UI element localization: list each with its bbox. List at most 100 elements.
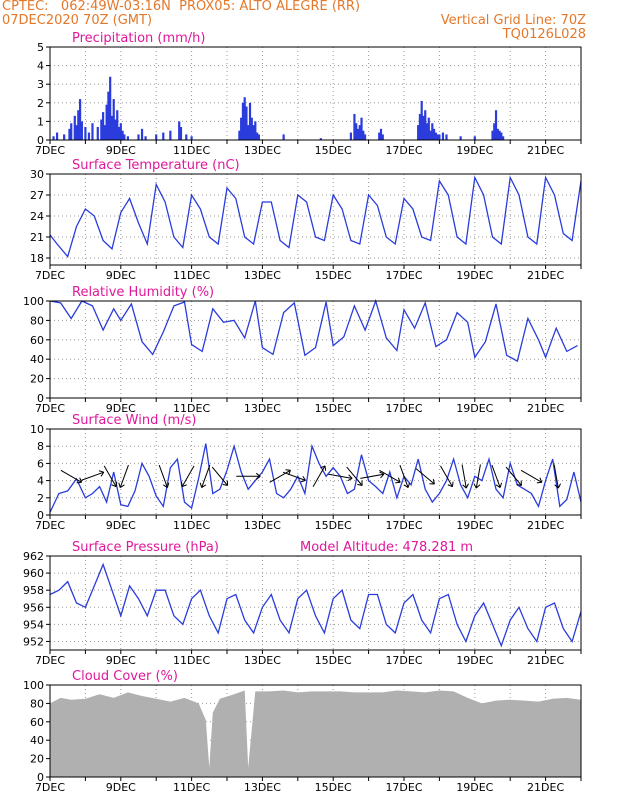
- y-tick-label: 18: [30, 252, 44, 265]
- precip-bar: [114, 119, 117, 140]
- x-tick-label: 19DEC: [456, 519, 493, 532]
- y-tick-label: 20: [30, 753, 44, 766]
- precip-bar: [155, 134, 158, 140]
- wind-arrow: [399, 464, 409, 488]
- wind-arrow-head: [554, 484, 559, 489]
- x-tick-label: 19DEC: [456, 654, 493, 667]
- precip-bar: [360, 117, 363, 140]
- panel-title: Surface Temperature (nC): [72, 158, 240, 173]
- precip-bar: [358, 125, 361, 140]
- y-tick-label: 4: [37, 475, 44, 488]
- x-tick-label: 15DEC: [315, 402, 352, 415]
- precip-bar: [68, 128, 71, 140]
- y-tick-label: 20: [30, 373, 44, 386]
- x-tick-label: 13DEC: [244, 781, 281, 794]
- precip-bar: [103, 125, 106, 140]
- x-tick-label: 17DEC: [385, 269, 422, 282]
- precip-bar: [438, 134, 441, 140]
- wind-arrow: [201, 464, 211, 488]
- precip-bar: [140, 128, 144, 140]
- y-tick-label: 960: [23, 567, 44, 580]
- x-tick-label: 9DEC: [106, 402, 136, 415]
- x-tick-label: 9DEC: [106, 654, 136, 667]
- precip-bar: [349, 132, 352, 140]
- wind-arrow-head: [403, 484, 409, 488]
- x-tick-label: 9DEC: [106, 269, 136, 282]
- panel-frame: [49, 300, 582, 399]
- x-tick-label: 17DEC: [385, 144, 422, 157]
- x-tick-label: 21DEC: [527, 654, 564, 667]
- wind-arrow-head: [255, 475, 261, 480]
- x-tick-label: 7DEC: [35, 269, 65, 282]
- x-tick-label: 17DEC: [385, 654, 422, 667]
- precip-bar: [77, 110, 80, 140]
- header-line1: CPTEC: 062:49W-03:16N PROX05: ALTO ALEGR…: [2, 0, 361, 14]
- panel-frame: [49, 684, 582, 778]
- panel-title: Surface Wind (m/s): [72, 413, 196, 428]
- wind-arrow: [520, 469, 543, 483]
- precip-bar: [100, 119, 103, 140]
- wind-arrow: [158, 464, 168, 488]
- wind-arrow-head: [118, 482, 121, 488]
- precip-bar: [459, 136, 462, 140]
- precip-bar: [432, 128, 436, 140]
- wind-arrow: [119, 464, 129, 488]
- y-tick-label: 958: [23, 584, 44, 597]
- x-tick-label: 17DEC: [385, 781, 422, 794]
- wind-arrow: [269, 469, 291, 483]
- y-tick-label: 2: [37, 492, 44, 505]
- wind-arrow-head: [451, 481, 454, 487]
- y-tick-label: 956: [23, 601, 44, 614]
- wind-arrow-head: [495, 484, 501, 488]
- wind-arrow-head: [462, 484, 467, 489]
- x-tick-label: 7DEC: [35, 519, 65, 532]
- wind-arrow-head: [111, 484, 117, 488]
- y-tick-label: 952: [23, 635, 44, 648]
- y-tick-label: 5: [37, 41, 44, 54]
- wind-arrow-head: [201, 484, 207, 488]
- wind-arrow-head: [348, 474, 353, 479]
- wind-arrow-head: [432, 479, 435, 485]
- precip-bar: [105, 104, 108, 140]
- wind-arrow-head: [539, 477, 543, 483]
- wind-arrow: [461, 464, 467, 489]
- precip-bar: [363, 134, 367, 140]
- precip-bar: [282, 134, 285, 140]
- y-tick-label: 27: [30, 189, 44, 202]
- precip-bar: [55, 132, 59, 140]
- precip-bar: [441, 132, 445, 140]
- precip-bar: [137, 134, 140, 140]
- precip-bar: [238, 130, 241, 140]
- y-tick-label: 3: [37, 78, 44, 91]
- precip-bar: [445, 134, 448, 140]
- temperature-series-line: [49, 175, 582, 258]
- y-tick-label: 4: [37, 60, 44, 73]
- humidity-series-line: [49, 298, 578, 363]
- precip-bar: [91, 123, 94, 140]
- wind-arrow-head: [499, 482, 503, 488]
- wind-arrow: [81, 471, 104, 481]
- y-tick-label: 80: [30, 314, 44, 327]
- wind-arrow-head: [324, 465, 327, 471]
- precip-bar: [496, 128, 499, 140]
- y-tick-label: 30: [30, 168, 44, 181]
- y-tick-label: 954: [23, 618, 44, 631]
- precip-bar: [162, 132, 165, 140]
- precip-bar: [257, 134, 260, 140]
- precip-bar: [144, 136, 147, 140]
- precip-bar: [381, 134, 384, 140]
- precip-bar: [427, 117, 430, 140]
- x-tick-label: 21DEC: [527, 781, 564, 794]
- wind-arrow-head: [115, 481, 118, 487]
- wind-arrow-head: [536, 481, 542, 484]
- precip-bar: [80, 121, 83, 140]
- y-tick-label: 8: [37, 440, 44, 453]
- x-tick-label: 9DEC: [106, 144, 136, 157]
- wind-arrow-head: [162, 484, 168, 488]
- precip-bar: [178, 121, 181, 140]
- precip-bar: [123, 134, 126, 140]
- cloud-cover-area: [50, 690, 581, 777]
- x-tick-label: 7DEC: [35, 781, 65, 794]
- precip-bar: [243, 97, 246, 140]
